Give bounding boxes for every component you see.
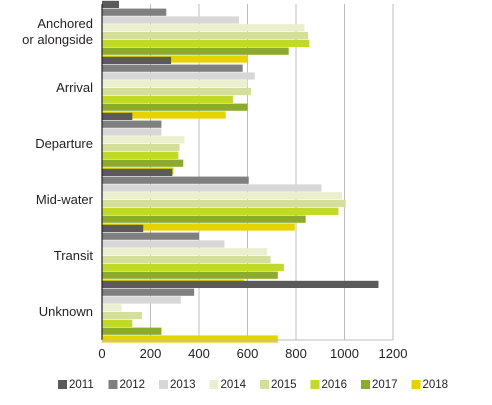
legend-swatch-2016	[310, 380, 320, 389]
legend-label-2015: 2015	[271, 379, 297, 391]
category-label: Unknown	[39, 304, 93, 319]
bar-transit-2012	[102, 232, 199, 240]
legend-label-2016: 2016	[322, 379, 348, 391]
bar-mid-water-2011	[102, 168, 173, 176]
legend-label-2011: 2011	[69, 379, 94, 391]
bar-transit-2017	[102, 271, 278, 279]
bar-unknown-2017	[102, 327, 162, 335]
axes	[101, 4, 393, 341]
bar-unknown-2018	[102, 335, 278, 343]
bar-mid-water-2013	[102, 184, 322, 192]
bar-transit-2013	[102, 240, 225, 248]
category-label: or alongside	[22, 32, 93, 47]
bar-departure-2015	[102, 144, 180, 152]
bar-unknown-2016	[102, 319, 133, 327]
legend-label-2012: 2012	[120, 379, 146, 391]
category-label: Transit	[54, 248, 94, 263]
bar-arrival-2014	[102, 80, 248, 88]
legend-swatch-2017	[361, 380, 370, 389]
x-tick-label: 200	[140, 346, 162, 361]
bar-departure-2017	[102, 159, 184, 167]
bar-unknown-2012	[102, 288, 195, 296]
bar-arrival-2012	[102, 64, 243, 72]
bar-mid-water-2012	[102, 176, 249, 184]
bar-transit-2016	[102, 263, 284, 271]
bar-departure-2012	[102, 120, 162, 128]
bar-anchored-or-alongside-2017	[102, 47, 289, 55]
bar-arrival-2011	[102, 56, 172, 64]
bar-mid-water-2014	[102, 192, 343, 200]
x-tick-label: 1200	[379, 346, 408, 361]
bar-mid-water-2018	[102, 223, 295, 231]
x-tick-label: 400	[188, 346, 210, 361]
bar-arrival-2017	[102, 103, 248, 111]
bar-unknown-2015	[102, 312, 143, 320]
category-label: Departure	[35, 136, 93, 151]
bar-anchored-or-alongside-2015	[102, 32, 309, 40]
bar-anchored-or-alongside-2014	[102, 24, 305, 32]
legend-swatch-2012	[108, 380, 118, 389]
legend: 2011 2012 2013 2014 2015 2016 2017 2018	[58, 379, 448, 391]
bar-mid-water-2017	[102, 215, 306, 223]
bar-arrival-2015	[102, 88, 252, 96]
category-label: Mid-water	[36, 192, 94, 207]
bar-arrival-2013	[102, 72, 255, 80]
legend-label-2017: 2017	[372, 379, 398, 391]
bar-anchored-or-alongside-2011	[102, 0, 119, 8]
bar-anchored-or-alongside-2013	[102, 16, 240, 24]
bar-unknown-2011	[102, 280, 379, 288]
legend-swatch-2015	[260, 380, 269, 389]
x-tick-label: 1000	[330, 346, 359, 361]
bars	[102, 0, 379, 343]
bar-arrival-2018	[102, 111, 226, 119]
x-tick-labels: 0 200 400 600 800 1000 1200	[98, 346, 407, 361]
legend-label-2013: 2013	[170, 379, 196, 391]
bar-mid-water-2015	[102, 200, 346, 208]
bar-departure-2011	[102, 112, 133, 120]
bar-anchored-or-alongside-2016	[102, 39, 310, 47]
legend-label-2014: 2014	[221, 379, 247, 391]
legend-swatch-2014	[209, 380, 219, 389]
x-tick-label: 800	[285, 346, 307, 361]
bar-departure-2014	[102, 136, 185, 144]
bar-unknown-2014	[102, 304, 122, 312]
x-tick-label: 0	[98, 346, 105, 361]
bar-unknown-2013	[102, 296, 181, 304]
legend-label-2018: 2018	[423, 379, 449, 391]
category-label: Arrival	[56, 80, 93, 95]
bar-transit-2011	[102, 224, 144, 232]
bar-departure-2013	[102, 128, 162, 136]
bar-departure-2016	[102, 151, 179, 159]
bar-transit-2014	[102, 248, 267, 256]
legend-swatch-2013	[159, 380, 168, 389]
bar-arrival-2016	[102, 95, 233, 103]
legend-swatch-2011	[58, 380, 67, 389]
category-label: Anchored	[37, 16, 93, 31]
bar-anchored-or-alongside-2018	[102, 55, 248, 63]
bar-mid-water-2016	[102, 207, 339, 215]
bar-anchored-or-alongside-2012	[102, 8, 167, 16]
legend-swatch-2018	[411, 380, 421, 389]
x-tick-label: 600	[237, 346, 259, 361]
bar-transit-2015	[102, 256, 271, 264]
